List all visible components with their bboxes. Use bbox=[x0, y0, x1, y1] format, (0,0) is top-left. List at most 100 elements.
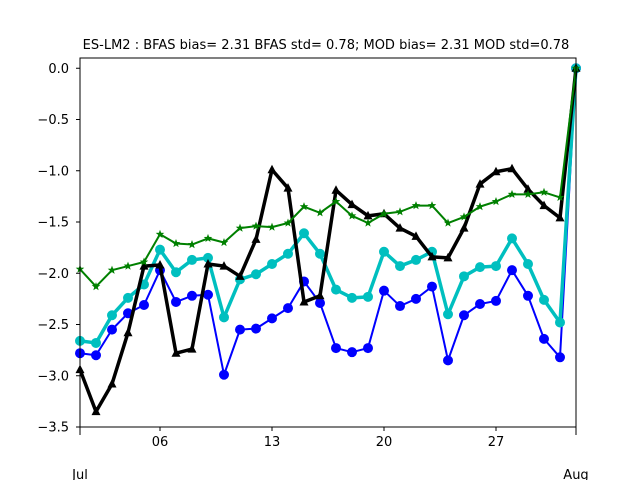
series-3-point bbox=[523, 184, 533, 193]
series-1-point bbox=[347, 347, 357, 358]
series-2-point bbox=[91, 337, 101, 348]
series-2-point bbox=[523, 259, 533, 270]
series-4-point bbox=[555, 192, 565, 202]
series-1-point bbox=[171, 296, 181, 307]
series-3-point bbox=[107, 378, 117, 388]
series-3-point bbox=[155, 260, 165, 269]
series-2-point bbox=[107, 310, 117, 321]
series-1-point bbox=[187, 290, 197, 301]
axes-layer: 0.0 −0.5 −1.0 −1.5 −2.0 −2.5 −3.0 −3.5 06 13 20 27 J… bbox=[37, 62, 588, 480]
series-3-point bbox=[187, 344, 197, 353]
series-4-point bbox=[395, 207, 405, 216]
series-4-point bbox=[91, 282, 101, 291]
x-tick-label: 20 bbox=[376, 435, 393, 450]
series-4-point bbox=[411, 201, 421, 210]
series-4-point bbox=[379, 209, 389, 218]
series-4-point bbox=[475, 202, 485, 211]
series-1-point bbox=[395, 301, 405, 312]
series-4-point bbox=[363, 218, 373, 227]
series-4-point bbox=[235, 223, 245, 232]
series-3-point bbox=[315, 290, 325, 300]
series-3-point bbox=[139, 261, 149, 270]
series-3-point bbox=[251, 234, 261, 243]
series-1-point bbox=[555, 352, 565, 363]
series-3-point bbox=[235, 271, 245, 280]
series-3-point bbox=[507, 163, 517, 173]
series-4-point bbox=[331, 197, 341, 206]
series-4 bbox=[75, 63, 581, 291]
series-3-point bbox=[347, 199, 357, 209]
series-1-point bbox=[379, 285, 389, 296]
series-2-point bbox=[491, 261, 501, 272]
series-4-point bbox=[171, 239, 181, 248]
series-1-point bbox=[363, 343, 373, 354]
series-3-point bbox=[203, 259, 213, 268]
series-4-point bbox=[507, 189, 517, 198]
series-4-point bbox=[443, 218, 453, 227]
series-3-point bbox=[539, 200, 549, 210]
series-3-point bbox=[91, 406, 101, 416]
series-4-point bbox=[139, 257, 149, 266]
series-2-point bbox=[475, 262, 485, 273]
series-1-point bbox=[107, 324, 117, 335]
series-1-point bbox=[331, 343, 341, 354]
series-1-point bbox=[523, 290, 533, 301]
series-2-point bbox=[187, 254, 197, 265]
series-1-line bbox=[79, 68, 577, 376]
series-3-point bbox=[283, 183, 293, 192]
series-4-point bbox=[427, 201, 437, 210]
series-1-point bbox=[443, 355, 453, 366]
series-1-point bbox=[235, 324, 245, 335]
series-2-point bbox=[251, 269, 261, 280]
series-3-point bbox=[491, 166, 501, 176]
series-layer bbox=[75, 63, 581, 416]
series-1 bbox=[75, 63, 581, 380]
series-3-point bbox=[555, 212, 565, 222]
y-tick-label: −2.5 bbox=[37, 318, 69, 333]
series-4-point bbox=[187, 240, 197, 249]
series-4-point bbox=[123, 261, 133, 270]
series-4-point bbox=[251, 221, 261, 230]
chart-title: ES-LM2 : BFAS bias= 2.31 BFAS std= 0.78;… bbox=[83, 38, 570, 53]
series-2-point bbox=[155, 244, 165, 255]
series-4-point bbox=[267, 222, 277, 231]
series-3 bbox=[75, 63, 581, 416]
series-1-point bbox=[139, 300, 149, 311]
series-2-point bbox=[443, 309, 453, 320]
series-2-point bbox=[379, 246, 389, 257]
series-1-point bbox=[91, 350, 101, 361]
series-4-point bbox=[491, 197, 501, 206]
x-tick-label: 06 bbox=[152, 435, 169, 450]
series-3-point bbox=[219, 261, 229, 270]
series-1-point bbox=[507, 265, 517, 276]
series-2-point bbox=[507, 233, 517, 244]
y-tick-label: −1.5 bbox=[37, 216, 69, 231]
series-1-point bbox=[283, 303, 293, 314]
series-2-point bbox=[555, 317, 565, 328]
series-2-point bbox=[331, 284, 341, 295]
series-4-point bbox=[459, 212, 469, 221]
series-4-point bbox=[315, 208, 325, 217]
y-tick-label: −3.0 bbox=[37, 369, 69, 384]
x-tick-label: 27 bbox=[488, 435, 505, 450]
series-3-point bbox=[123, 327, 133, 337]
series-3-point bbox=[427, 251, 437, 261]
series-3-point bbox=[363, 210, 373, 220]
series-2-point bbox=[347, 292, 357, 303]
series-2-point bbox=[363, 291, 373, 302]
series-1-point bbox=[251, 323, 261, 334]
series-1-point bbox=[411, 293, 421, 304]
series-3-point bbox=[171, 348, 181, 357]
series-4-point bbox=[299, 202, 309, 211]
y-tick-label: −2.0 bbox=[37, 267, 69, 282]
series-4-point bbox=[523, 189, 533, 198]
series-2-point bbox=[299, 228, 309, 239]
series-4-point bbox=[347, 211, 357, 220]
y-tick-label: −0.5 bbox=[37, 113, 69, 128]
series-2-point bbox=[411, 254, 421, 265]
series-3-point bbox=[475, 179, 485, 188]
series-1-point bbox=[427, 281, 437, 292]
series-2-line bbox=[79, 68, 578, 345]
series-3-point bbox=[299, 296, 309, 306]
series-2-point bbox=[123, 292, 133, 303]
